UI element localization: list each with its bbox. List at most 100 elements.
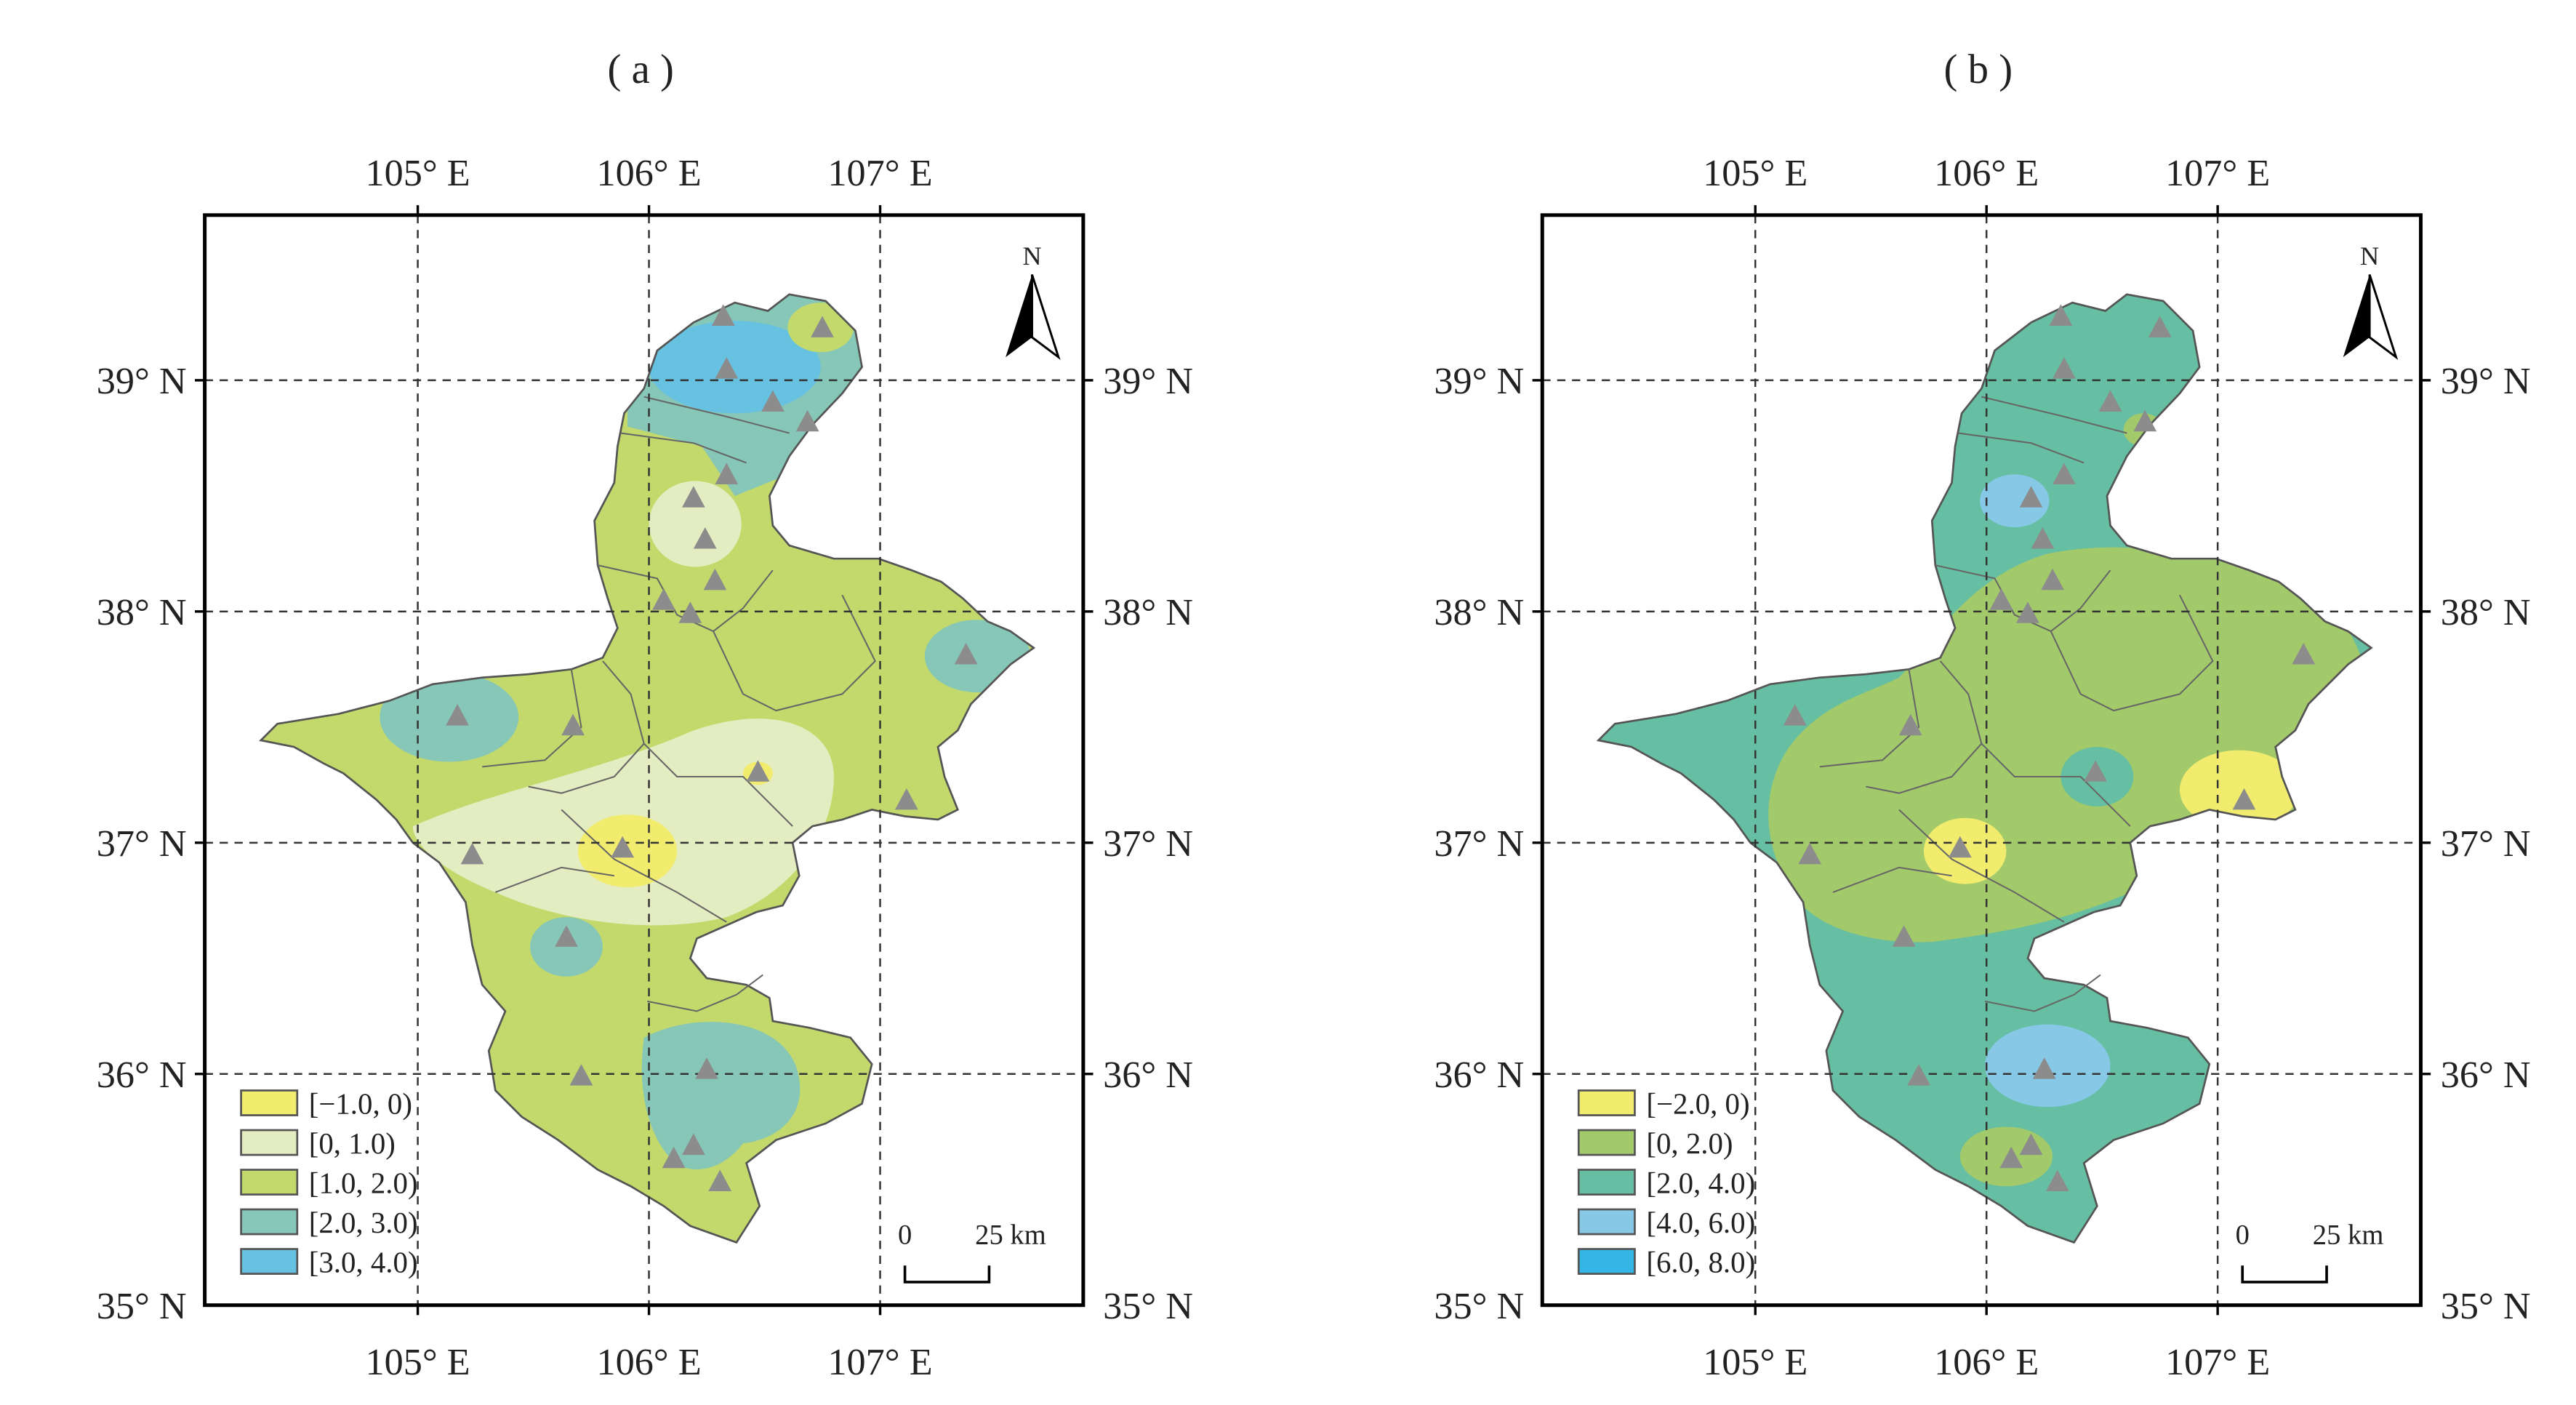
panel-a-legend: [−1.0, 0) [0, 1.0) [1.0, 2.0) [2.0, 3.0) [3.… <box>240 1087 418 1278</box>
station-triangle-icon <box>708 1169 732 1192</box>
panel-a-right-lat-36: 36° N <box>1103 1054 1193 1096</box>
panel-a-north-arrow-icon: N <box>1006 241 1061 361</box>
station-triangle-icon <box>678 601 702 623</box>
panel-a-bottom-lon-107: 107° E <box>827 1341 932 1383</box>
station-triangle-icon <box>611 836 635 858</box>
station-triangle-icon <box>652 588 675 610</box>
legend-label: [−2.0, 0) <box>1646 1087 1749 1120</box>
panel-b-right-lat-39: 39° N <box>2441 360 2531 402</box>
station-triangle-icon <box>894 788 918 810</box>
station-triangle-icon <box>761 390 785 412</box>
panel-b-top-lon-106: 106° E <box>1934 152 2039 194</box>
panel-a-graticule <box>204 215 1083 1305</box>
legend-swatch <box>240 1248 299 1275</box>
station-triangle-icon <box>2045 1169 2069 1192</box>
panel-b-scale-label: 25 km <box>2313 1220 2384 1251</box>
panel-a-right-lat-37: 37° N <box>1103 822 1193 865</box>
station-triangle-icon <box>2019 1133 2043 1156</box>
legend-swatch <box>1577 1169 1636 1196</box>
panel-a-left-lat-38: 38° N <box>97 591 187 633</box>
panel-a-scale-bar: 0 25 km <box>898 1220 1046 1284</box>
station-triangle-icon <box>2084 760 2107 782</box>
legend-label: [2.0, 4.0) <box>1646 1166 1755 1199</box>
legend-label: [0, 1.0) <box>309 1127 396 1160</box>
station-triangle-icon <box>2098 390 2122 412</box>
station-triangle-icon <box>954 643 978 665</box>
panel-a-bottom-lon-105: 105° E <box>366 1341 470 1383</box>
legend-swatch <box>1577 1129 1636 1156</box>
panel-b-scale-bar: 0 25 km <box>2236 1220 2384 1284</box>
station-triangle-icon <box>2019 486 2043 508</box>
station-triangle-icon <box>1948 836 1972 858</box>
panel-b-right-lat-36: 36° N <box>2441 1054 2531 1096</box>
station-triangle-icon <box>555 925 578 947</box>
panel-a-top-lon-105: 105° E <box>366 152 470 194</box>
legend-swatch <box>240 1129 299 1156</box>
panel-b-left-lat-35: 35° N <box>1434 1285 1524 1327</box>
panel-a-right-lat-35: 35° N <box>1103 1285 1193 1327</box>
station-triangle-icon <box>460 842 484 865</box>
panel-a-right-lat-38: 38° N <box>1103 591 1193 633</box>
panel-b-label: ( b ) <box>1944 47 2013 92</box>
station-triangle-icon <box>2041 568 2064 591</box>
legend-label: [1.0, 2.0) <box>309 1166 418 1199</box>
panel-a-ticks <box>194 205 1094 1316</box>
panel-a-admin-boundaries <box>482 396 876 1012</box>
panel-a-right-lat-39: 39° N <box>1103 360 1193 402</box>
panel-b: ( b ) 105° E 106° E 107° E 105° E 106° E… <box>1434 47 2530 1383</box>
panel-b-bottom-lon-105: 105° E <box>1703 1341 1807 1383</box>
station-triangle-icon <box>2148 316 2172 337</box>
station-triangle-icon <box>1989 588 2013 610</box>
panel-a-left-lat-36: 36° N <box>97 1054 187 1096</box>
station-triangle-icon <box>811 316 834 337</box>
panel-b-bottom-lon-106: 106° E <box>1934 1341 2039 1383</box>
station-triangle-icon <box>715 357 739 379</box>
panel-b-frame <box>1540 213 2423 1308</box>
station-triangle-icon <box>1798 842 1822 865</box>
station-triangle-icon <box>2031 527 2055 549</box>
legend-label: [2.0, 3.0) <box>309 1206 418 1239</box>
panel-b-top-lon-105: 105° E <box>1703 152 1807 194</box>
station-triangle-icon <box>715 463 739 484</box>
panel-b-right-lat-38: 38° N <box>2441 591 2531 633</box>
panel-a-stations <box>446 304 978 1192</box>
station-triangle-icon <box>703 568 727 591</box>
station-triangle-icon <box>2032 1057 2056 1079</box>
station-triangle-icon <box>1783 704 1807 726</box>
panel-a-left-lat-39: 39° N <box>97 360 187 402</box>
station-triangle-icon <box>2053 463 2076 484</box>
panel-a-scale-label: 25 km <box>975 1220 1046 1251</box>
panel-b-legend: [−2.0, 0) [0, 2.0) [2.0, 4.0) [4.0, 6.0) [6.… <box>1577 1087 1755 1278</box>
legend-swatch <box>1577 1208 1636 1236</box>
station-triangle-icon <box>446 704 470 726</box>
station-triangle-icon <box>2292 643 2316 665</box>
panel-b-bottom-lon-107: 107° E <box>2165 1341 2270 1383</box>
panel-a-bottom-lon-106: 106° E <box>596 1341 701 1383</box>
station-triangle-icon <box>2053 357 2076 379</box>
legend-swatch <box>1577 1248 1636 1275</box>
panel-a-frame <box>203 213 1086 1308</box>
panel-a-left-lat-37: 37° N <box>97 822 187 865</box>
panel-b-left-lat-39: 39° N <box>1434 360 1524 402</box>
panel-a-top-lon-106: 106° E <box>596 152 701 194</box>
station-triangle-icon <box>1907 1064 1930 1086</box>
station-triangle-icon <box>569 1064 593 1086</box>
panel-b-top-lon-107: 107° E <box>2165 152 2270 194</box>
panel-a-zone-teal-east <box>924 620 1031 693</box>
panel-a-zone-teal-south <box>641 1022 801 1169</box>
station-triangle-icon <box>2232 788 2256 810</box>
panel-a-zone-north-blue <box>649 321 821 414</box>
panel-b-left-lat-37: 37° N <box>1434 822 1524 865</box>
legend-label: [−1.0, 0) <box>309 1087 412 1120</box>
station-triangle-icon <box>1892 925 1916 947</box>
panel-a-left-lat-35: 35° N <box>97 1285 187 1327</box>
station-triangle-icon <box>795 409 819 432</box>
legend-label: [3.0, 4.0) <box>309 1246 418 1278</box>
panel-b-stations <box>1783 304 2316 1192</box>
panel-a: ( a ) 105° E 106° E 107° E 105° E 106° E… <box>97 47 1193 1383</box>
panel-a-zone-light-north <box>649 481 742 567</box>
panel-a-top-lon-107: 107° E <box>827 152 932 194</box>
legend-swatch <box>240 1089 299 1116</box>
station-triangle-icon <box>2133 409 2157 432</box>
